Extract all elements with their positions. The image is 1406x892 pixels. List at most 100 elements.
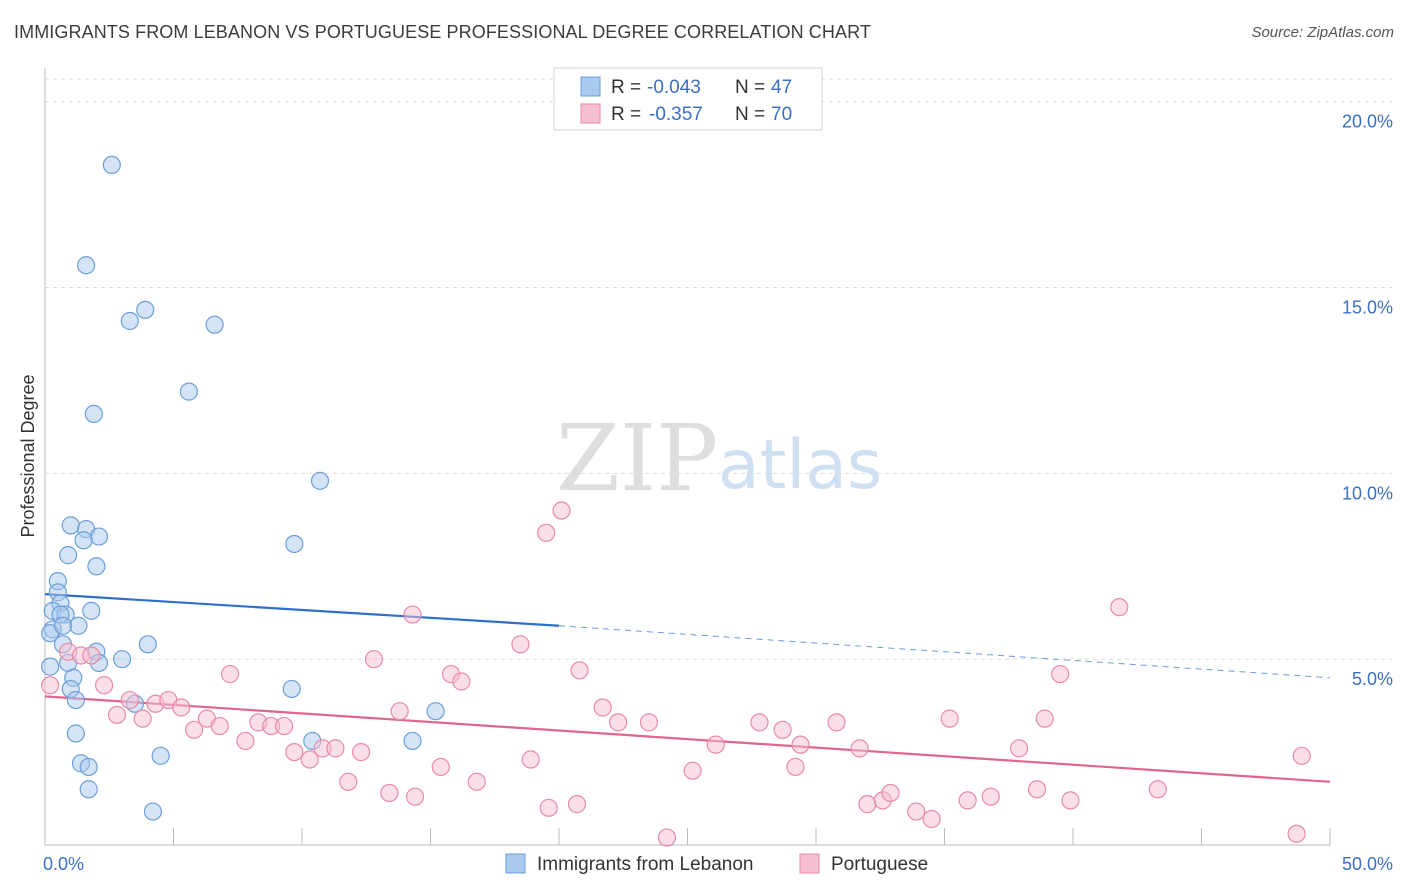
portuguese-point bbox=[364, 650, 384, 669]
portuguese-point bbox=[210, 716, 229, 736]
lebanon-point bbox=[77, 256, 96, 275]
lebanon-point bbox=[285, 534, 304, 554]
lebanon-point bbox=[61, 516, 80, 535]
legend-swatch-blue bbox=[580, 76, 601, 97]
portuguese-point bbox=[1292, 746, 1311, 765]
portuguese-point bbox=[1061, 791, 1080, 810]
portuguese-point bbox=[907, 802, 926, 821]
portuguese-point bbox=[706, 735, 725, 754]
portuguese-point bbox=[1035, 709, 1054, 728]
legend-n-value-1: 47 bbox=[771, 77, 792, 98]
lebanon-point bbox=[82, 601, 101, 620]
portuguese-point bbox=[567, 795, 587, 814]
portuguese-point bbox=[552, 501, 571, 520]
portuguese-point bbox=[593, 698, 612, 717]
portuguese-point bbox=[390, 702, 409, 721]
lebanon-trend-line bbox=[44, 593, 560, 627]
portuguese-point bbox=[380, 783, 399, 803]
lebanon-point bbox=[66, 724, 85, 743]
lebanon-point bbox=[66, 690, 85, 710]
lebanon-point bbox=[143, 802, 163, 821]
portuguese-point bbox=[981, 787, 1000, 806]
lebanon-point bbox=[84, 404, 103, 424]
trend-lines bbox=[44, 593, 1331, 783]
portuguese-point bbox=[41, 676, 60, 695]
portuguese-point bbox=[657, 828, 677, 847]
lebanon-trend-extension bbox=[558, 625, 1331, 679]
y-axis-title: Professional Degree bbox=[18, 374, 38, 537]
lebanon-point bbox=[136, 300, 155, 319]
portuguese-point bbox=[850, 739, 869, 758]
lebanon-point bbox=[120, 311, 139, 331]
portuguese-point bbox=[521, 750, 540, 769]
portuguese-point bbox=[236, 731, 255, 751]
lebanon-point bbox=[79, 757, 98, 777]
watermark-atlas: atlas bbox=[718, 426, 882, 505]
portuguese-point bbox=[1148, 780, 1167, 799]
portuguese-point bbox=[172, 698, 191, 717]
portuguese-point bbox=[537, 523, 556, 542]
lebanon-point bbox=[74, 531, 93, 550]
portuguese-point bbox=[511, 635, 530, 654]
portuguese-point bbox=[431, 757, 450, 777]
legend-r-label-1: R = bbox=[611, 77, 641, 98]
series-legend-swatch-lebanon bbox=[505, 853, 526, 874]
portuguese-point bbox=[326, 739, 345, 758]
x-tick-label-max: 50.0% bbox=[1342, 854, 1393, 874]
data-points bbox=[41, 155, 1311, 847]
portuguese-point bbox=[570, 661, 589, 680]
portuguese-point bbox=[881, 783, 900, 803]
y-tick-label: 5.0% bbox=[1352, 669, 1393, 689]
series-legend-swatch-portuguese bbox=[799, 853, 820, 874]
series-legend: Immigrants from Lebanon Portuguese bbox=[505, 853, 928, 875]
portuguese-point bbox=[750, 713, 769, 732]
portuguese-point bbox=[940, 709, 959, 728]
lebanon-point bbox=[102, 155, 121, 175]
lebanon-point bbox=[282, 679, 301, 699]
portuguese-point bbox=[403, 605, 422, 624]
lebanon-point bbox=[59, 546, 78, 565]
lebanon-point bbox=[79, 780, 98, 799]
tick-labels: 5.0% 10.0% 15.0% 20.0% 0.0% 50.0% bbox=[43, 112, 1393, 874]
portuguese-point bbox=[220, 664, 240, 684]
legend-r-label-2: R = bbox=[611, 104, 641, 125]
portuguese-point bbox=[683, 761, 702, 780]
chart-title: IMMIGRANTS FROM LEBANON VS PORTUGUESE PR… bbox=[14, 22, 871, 42]
portuguese-point bbox=[639, 713, 659, 732]
portuguese-point bbox=[133, 709, 152, 728]
portuguese-point bbox=[82, 646, 101, 665]
portuguese-point bbox=[786, 757, 805, 777]
lebanon-point bbox=[151, 746, 170, 765]
lebanon-point bbox=[87, 557, 106, 576]
portuguese-point bbox=[107, 705, 127, 725]
portuguese-trend-line bbox=[44, 695, 1331, 783]
legend-r-value-1: -0.043 bbox=[647, 77, 701, 98]
legend-n-label-2: N = bbox=[735, 104, 765, 125]
portuguese-point bbox=[1287, 824, 1306, 843]
portuguese-point bbox=[285, 742, 304, 762]
portuguese-point bbox=[274, 716, 294, 736]
lebanon-point bbox=[179, 382, 199, 401]
portuguese-point bbox=[858, 795, 877, 814]
portuguese-point bbox=[922, 809, 941, 829]
portuguese-point bbox=[1009, 739, 1029, 758]
portuguese-point bbox=[452, 672, 471, 691]
portuguese-point bbox=[1051, 664, 1070, 684]
portuguese-point bbox=[352, 742, 371, 762]
portuguese-point bbox=[827, 713, 846, 732]
portuguese-point bbox=[609, 713, 628, 732]
lebanon-point bbox=[310, 471, 330, 490]
portuguese-point bbox=[773, 720, 792, 739]
grid-lines bbox=[45, 78, 1392, 660]
legend-r-value-2: -0.357 bbox=[649, 104, 703, 125]
watermark-zip: ZIP bbox=[556, 405, 718, 512]
lebanon-point bbox=[138, 635, 157, 654]
lebanon-point bbox=[112, 650, 132, 669]
series-legend-label-lebanon: Immigrants from Lebanon bbox=[537, 854, 754, 875]
lebanon-point bbox=[69, 616, 88, 635]
portuguese-point bbox=[1110, 598, 1129, 617]
portuguese-point bbox=[120, 690, 139, 710]
y-tick-label: 15.0% bbox=[1342, 298, 1393, 318]
lebanon-point bbox=[403, 731, 422, 751]
